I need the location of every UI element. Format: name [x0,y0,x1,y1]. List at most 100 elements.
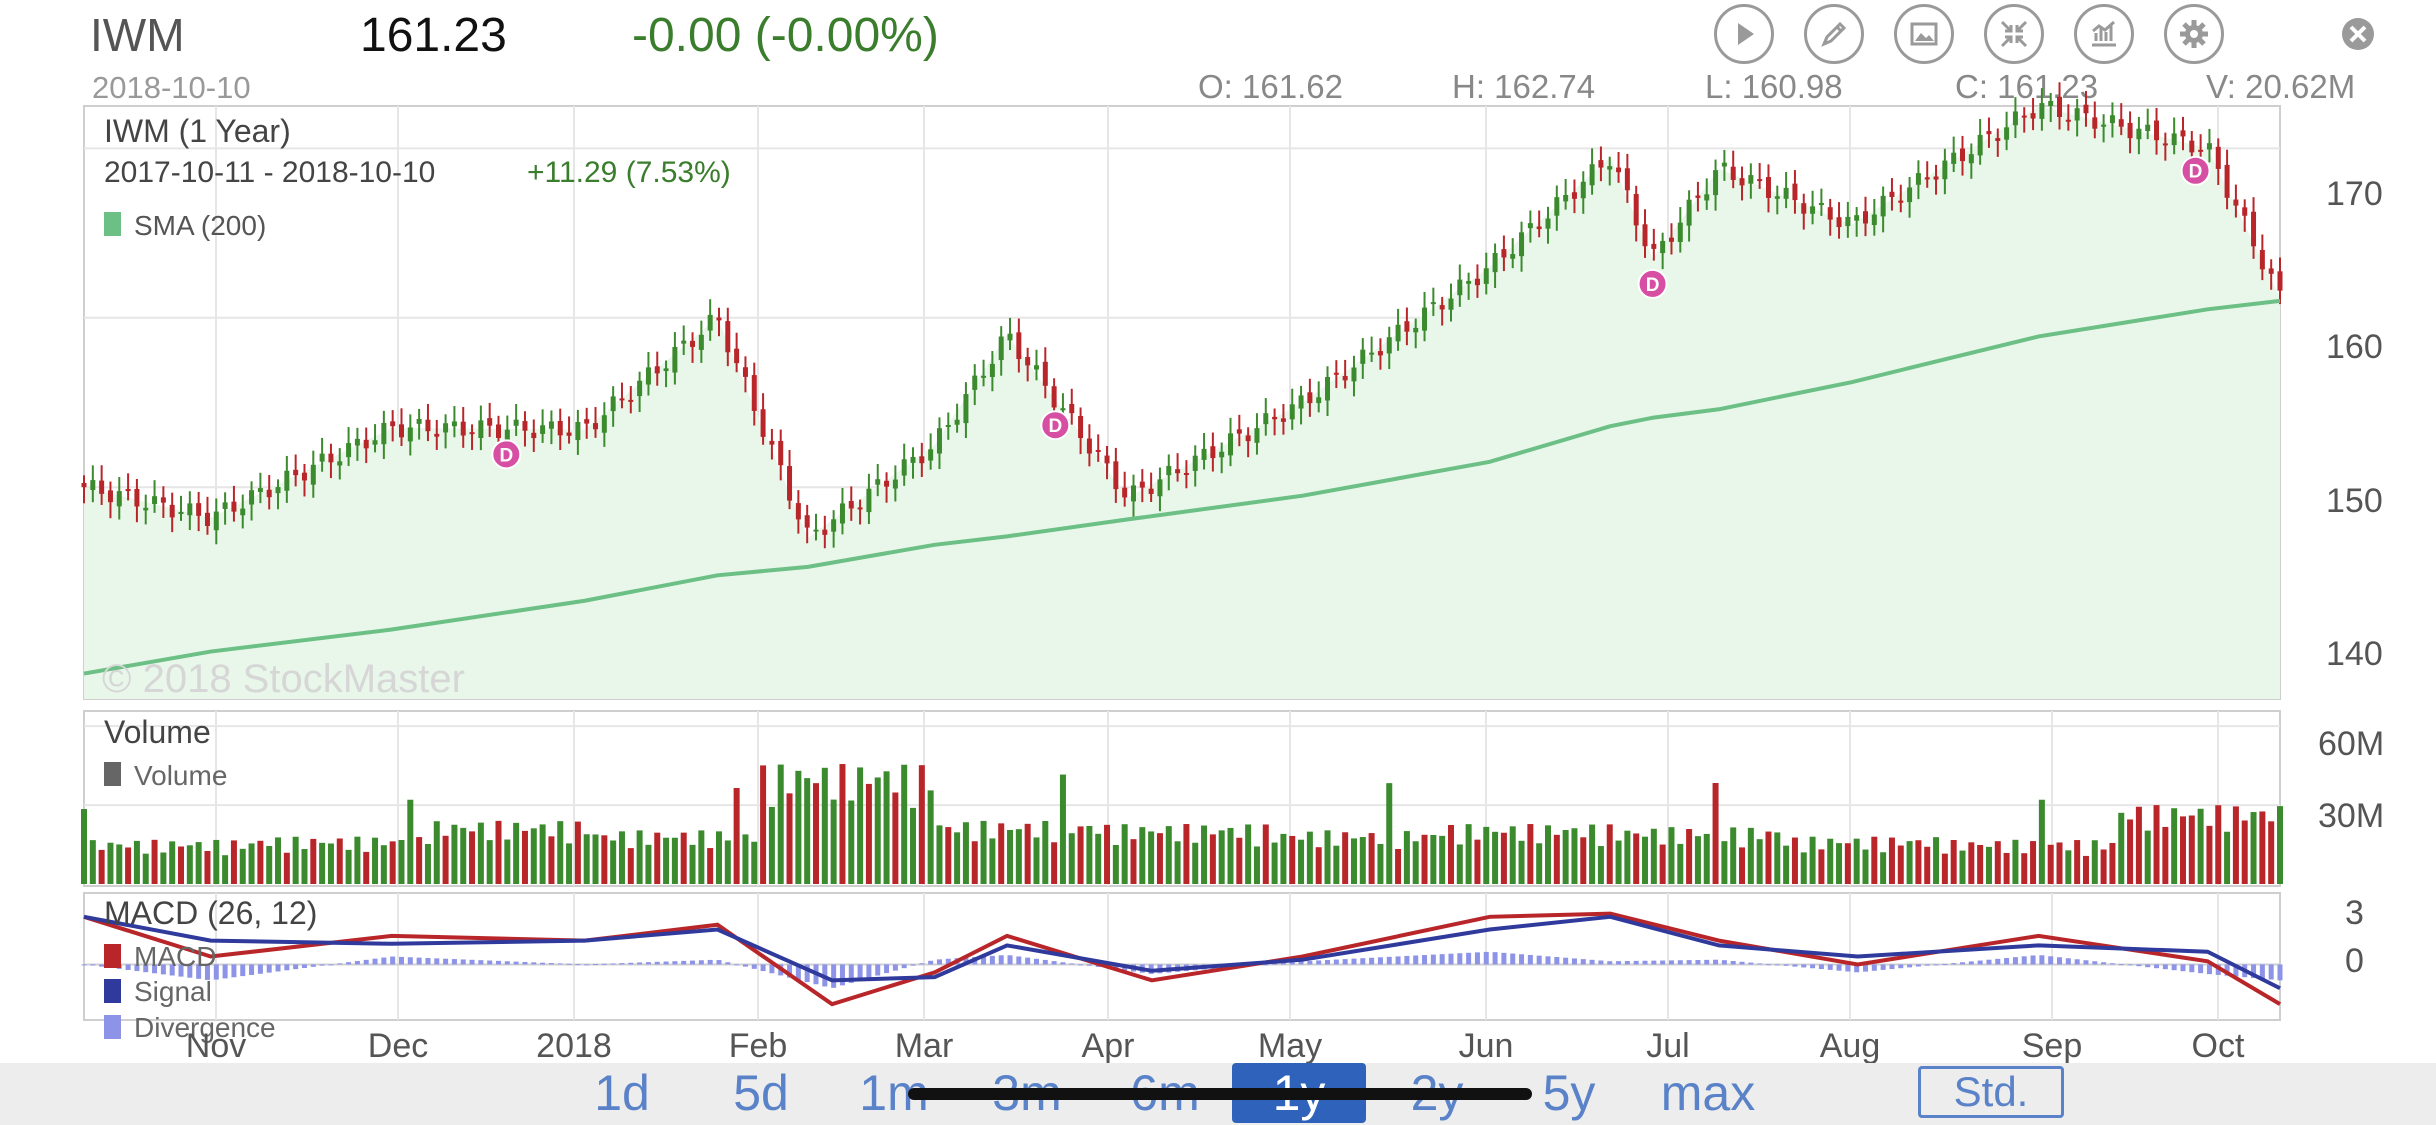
candle-body [407,427,413,442]
candle-body [460,421,466,436]
divergence-bar [901,964,907,969]
period-1d[interactable]: 1d [594,1065,650,1121]
settings-button[interactable] [2164,4,2224,64]
candle-body [1801,203,1807,214]
candle-body [1113,461,1119,490]
chart-area[interactable]: D D D D IWM (1 Year) 2017-10-11 - 2018-10-1… [0,0,2436,1065]
candle-body [337,461,343,466]
divergence-bar [178,964,184,977]
divergence-bar [125,964,131,970]
divergence-bar [407,957,413,965]
x-axis-label: 2018 [536,1027,612,1065]
volume-bar [1739,847,1746,884]
divergence-bar [1519,954,1525,965]
volume-bar [1509,826,1516,884]
volume-bar [504,839,511,884]
divergence-bar [160,964,166,975]
period-5d[interactable]: 5d [733,1065,789,1121]
candle-body [496,424,502,438]
dividend-marker [1040,410,1071,441]
divergence-bar [2206,964,2212,975]
dividend-marker [2180,155,2211,186]
divergence-bar [839,964,845,986]
candle-body [1730,166,1736,180]
divergence-bar [1633,960,1639,965]
divergence-bar [928,960,934,965]
candle-body [1951,152,1957,164]
candle-body [2048,101,2054,106]
divergence-bar [152,964,158,974]
volume-bar [2250,812,2257,884]
divergence-bar [1580,959,1586,965]
divergence-bar [1792,964,1798,967]
divergence-bar [1730,960,1736,965]
volume-bar [495,820,502,884]
divergence-bar [1060,962,1066,965]
sma-legend-label: SMA (200) [134,210,266,241]
volume-bar [1315,847,1322,884]
divergence-bar [1377,957,1383,965]
close-button[interactable] [2328,4,2388,64]
candle-body [2004,127,2010,140]
draw-button[interactable] [1804,4,1864,64]
divergence-bar [1713,959,1719,965]
candle-body [284,470,290,491]
volume-bar [2021,853,2028,884]
candle-body [2074,108,2080,121]
screenshot-button[interactable] [1894,4,1954,64]
collapse-button[interactable] [1984,4,2044,64]
volume-bar [724,840,731,884]
candle-body [1501,249,1507,258]
volume-bar [1606,824,1613,884]
signal-legend-label: Signal [134,976,212,1007]
candle-body [1122,487,1128,498]
dividend-marker-label: D [1646,275,1660,296]
price-y-tick: 140 [2326,635,2383,673]
volume-bar [1880,852,1887,884]
candle-body [813,529,819,532]
volume-bar [1121,824,1128,884]
divergence-bar [249,964,255,975]
period-max[interactable]: max [1660,1065,1756,1121]
divergence-bar [231,964,237,978]
candle-body [116,491,122,507]
candle-body [1228,433,1234,456]
candle-body [1713,170,1719,196]
period-5y[interactable]: 5y [1542,1065,1596,1121]
volume-bar [1500,832,1507,884]
home-indicator[interactable] [908,1088,1532,1100]
candle-body [1527,223,1533,229]
divergence-bar [1889,964,1895,970]
volume-bar [813,783,819,884]
divergence-bar [575,964,581,966]
volume-bar [2056,842,2063,884]
std-button[interactable]: Std. [1918,1066,2064,1118]
candle-body [981,375,987,378]
divergence-bar [319,964,325,966]
volume-bar [1545,825,1551,884]
candle-body [654,366,660,374]
play-button[interactable] [1714,4,1774,64]
candle-body [1474,278,1480,286]
divergence-bar [1774,964,1780,966]
volume-bar [433,821,440,884]
candle-body [293,469,299,476]
divergence-bar [1933,964,1939,966]
volume-bar [2118,812,2125,884]
candle-body [1836,217,1842,228]
candle-body [945,424,951,427]
candle-body [1995,138,2001,141]
volume-panel [83,710,2281,887]
divergence-bar [293,964,299,970]
volume-bar [1430,834,1437,884]
volume-bar [1165,826,1172,884]
volume-bar [1924,846,1931,884]
chart-type-button[interactable] [2074,4,2134,64]
candle-body [354,438,360,446]
divergence-bar [690,960,696,965]
draw-icon [1821,21,1847,47]
volume-bar [2038,799,2045,884]
candle-body [1219,451,1225,458]
signal-line [83,914,2281,991]
volume-bar [548,836,555,884]
